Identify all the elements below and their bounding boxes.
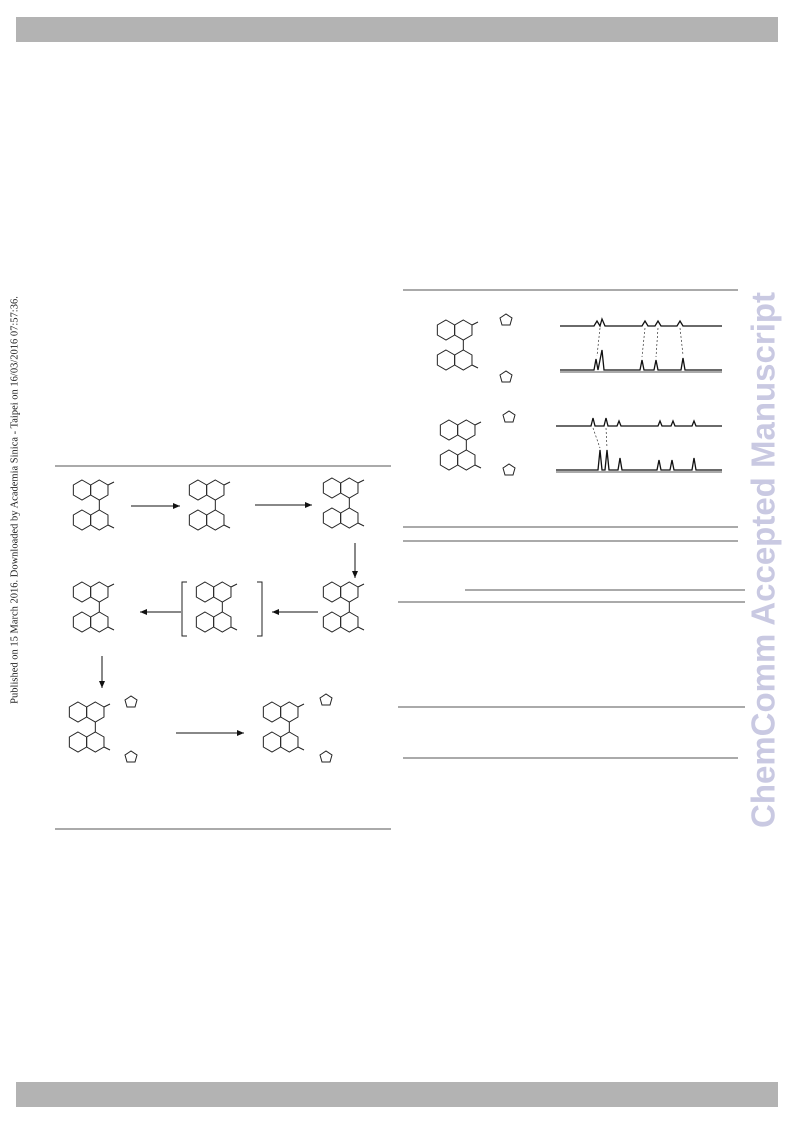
footer-bar (16, 1082, 778, 1107)
publication-note: Published on 15 March 2016. Downloaded b… (9, 296, 20, 704)
watermark: ChemComm Accepted Manuscript (745, 292, 782, 828)
header-bar (16, 17, 778, 42)
scheme (55, 465, 391, 830)
nmr-figure (398, 289, 745, 759)
